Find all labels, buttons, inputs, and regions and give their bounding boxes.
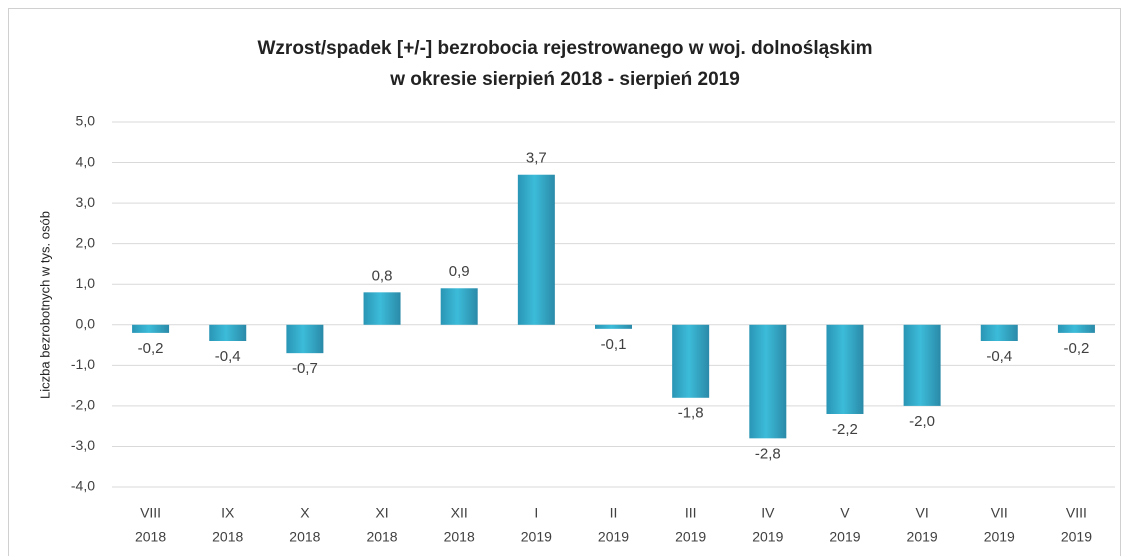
x-tick-label: X [300,505,310,521]
bar [440,288,478,325]
x-tick-label: 2019 [829,529,860,545]
y-tick-label: 1,0 [76,275,96,291]
y-tick-label: 0,0 [76,315,96,331]
bar [749,324,787,439]
data-label: -1,8 [678,405,704,422]
x-tick-label: VIII [140,505,161,521]
x-tick-label: 2019 [675,529,706,545]
data-label: -2,0 [909,413,935,430]
data-label: -2,2 [832,421,858,438]
bar [209,324,247,341]
bar [826,324,864,414]
bar [517,174,555,325]
x-tick-label: 2019 [1061,529,1092,545]
chart-title: Wzrost/spadek [+/-] bezrobocia rejestrow… [258,38,873,59]
x-tick-label: 2018 [444,529,475,545]
bar [1057,324,1095,333]
bar [595,324,632,329]
bar [672,324,710,398]
y-tick-label: -1,0 [71,356,95,372]
y-tick-label: -3,0 [71,437,95,453]
x-tick-label: VI [915,505,928,521]
y-tick-label: 5,0 [76,113,96,129]
data-label: -2,8 [755,445,781,462]
x-tick-label: 2018 [366,529,397,545]
x-tick-label: IV [761,505,775,521]
y-tick-label: 3,0 [76,194,96,210]
bar [980,324,1018,341]
bar [363,292,401,325]
chart-border [8,8,1121,556]
x-tick-label: V [840,505,850,521]
x-tick-label: 2019 [984,529,1015,545]
x-tick-label: XII [451,505,468,521]
y-tick-label: -2,0 [71,397,95,413]
x-tick-label: I [534,505,538,521]
x-tick-label: 2019 [521,529,552,545]
y-tick-label: 4,0 [76,153,96,169]
bar [132,324,170,333]
data-label: -0,7 [292,360,318,377]
x-tick-label: IX [221,505,235,521]
data-label: -0,2 [1063,340,1089,357]
x-tick-label: II [610,505,618,521]
x-tick-label: 2019 [598,529,629,545]
x-tick-label: 2019 [907,529,938,545]
chart-title: w okresie sierpień 2018 - sierpień 2019 [389,69,740,90]
x-tick-label: 2019 [752,529,783,545]
y-tick-label: 2,0 [76,234,96,250]
x-tick-label: 2018 [289,529,320,545]
x-tick-label: III [685,505,697,521]
data-label: 3,7 [526,150,547,167]
x-tick-label: VIII [1066,505,1087,521]
x-tick-label: 2018 [135,529,166,545]
x-tick-label: VII [991,505,1008,521]
y-tick-label: -4,0 [71,478,95,494]
x-tick-label: 2018 [212,529,243,545]
data-label: -0,4 [215,348,241,365]
bar [903,324,941,406]
bar [286,324,324,354]
x-tick-label: XI [375,505,388,521]
data-label: 0,9 [449,263,470,280]
data-label: -0,4 [986,348,1012,365]
data-label: -0,2 [138,340,164,357]
data-label: 0,8 [372,267,393,284]
y-axis-label: Liczba bezrobotnych w tys. osób [37,211,52,399]
data-label: -0,1 [601,336,627,353]
